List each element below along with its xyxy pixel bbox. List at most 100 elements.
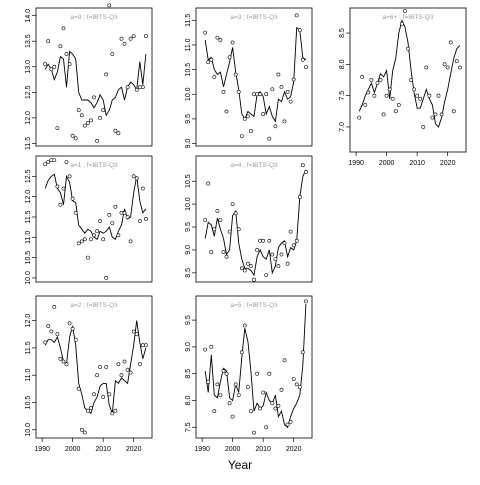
- y-tick-label: 12.0: [25, 190, 32, 204]
- observed-point: [297, 385, 302, 390]
- panel-frame: [195, 7, 313, 147]
- observed-point: [92, 392, 96, 397]
- observed-point: [261, 112, 266, 116]
- observed-point: [137, 362, 142, 367]
- y-tick-label: 14.0: [25, 9, 32, 23]
- observed-point: [245, 114, 250, 119]
- observed-point: [55, 126, 60, 131]
- observed-point: [300, 350, 305, 355]
- observed-point: [110, 221, 115, 226]
- observed-point: [276, 72, 281, 77]
- panel-frame: [35, 295, 153, 439]
- observed-point: [122, 210, 127, 215]
- observed-point: [393, 109, 398, 114]
- observed-point: [107, 392, 112, 397]
- observed-point: [242, 268, 247, 273]
- y-tick-label: 9.5: [185, 315, 192, 325]
- observed-point: [239, 134, 244, 139]
- observed-point: [70, 133, 75, 138]
- observed-point: [282, 119, 287, 124]
- observed-point: [221, 250, 226, 255]
- observed-point: [282, 241, 287, 246]
- observed-point: [143, 343, 148, 348]
- observed-point: [267, 238, 272, 243]
- observed-point: [101, 395, 106, 399]
- y-tick-label: 10.0: [185, 87, 192, 101]
- observed-point: [58, 356, 63, 361]
- observed-point: [76, 386, 81, 391]
- observed-point: [86, 121, 90, 125]
- panel-title: a=2 ; f=IBTS-Q3: [70, 302, 118, 309]
- observed-point: [445, 65, 450, 70]
- observed-point: [82, 430, 87, 435]
- observed-point: [140, 85, 145, 90]
- observed-point: [113, 408, 118, 413]
- observed-point: [303, 65, 308, 70]
- observed-point: [52, 158, 57, 163]
- observed-point: [134, 176, 139, 181]
- observed-point: [409, 78, 414, 82]
- y-tick-label: 11.0: [25, 231, 32, 244]
- observed-point: [369, 78, 374, 82]
- y-tick-label: 11.0: [185, 38, 192, 51]
- observed-point: [70, 326, 75, 331]
- observed-point: [55, 332, 60, 337]
- panel-title: a=6+ ; f=IBTS-Q3: [382, 14, 434, 21]
- observed-point: [294, 238, 299, 243]
- observed-point: [248, 409, 253, 414]
- observed-point: [297, 28, 302, 33]
- y-tick-label: 7.0: [339, 122, 346, 132]
- observed-point: [46, 324, 51, 328]
- y-tick-label: 9.5: [185, 114, 192, 124]
- observed-point: [49, 329, 54, 334]
- observed-point: [252, 430, 256, 435]
- observed-point: [67, 321, 72, 326]
- y-tick-label: 9.0: [185, 342, 192, 352]
- observed-point: [245, 385, 250, 390]
- observed-point: [209, 344, 214, 349]
- y-tick-label: 8.5: [185, 268, 192, 278]
- observed-point: [73, 210, 78, 215]
- observed-point: [143, 34, 148, 39]
- x-tick-label: 2020: [286, 446, 302, 453]
- observed-point: [82, 237, 87, 242]
- observed-point: [248, 264, 253, 268]
- panel-title: a=5 ; f=IBTS-Q3: [230, 302, 278, 309]
- observed-point: [264, 273, 269, 278]
- observed-point: [285, 89, 290, 94]
- observed-point: [252, 92, 256, 97]
- observed-point: [46, 160, 51, 165]
- observed-point: [245, 261, 250, 266]
- observed-point: [300, 163, 305, 168]
- y-tick-label: 8.5: [339, 28, 346, 38]
- observed-point: [110, 411, 115, 416]
- observed-point: [224, 109, 229, 114]
- observed-point: [122, 359, 127, 364]
- panel-title: a=1 ; f=IBTS-Q3: [70, 162, 118, 169]
- observed-point: [58, 202, 63, 207]
- observed-point: [221, 89, 226, 94]
- observed-point: [107, 3, 112, 8]
- observed-point: [424, 65, 429, 70]
- panel-frame: [349, 7, 467, 153]
- observed-point: [242, 323, 247, 328]
- observed-point: [233, 211, 238, 216]
- fitted-line: [44, 50, 147, 117]
- observed-point: [396, 103, 401, 107]
- y-tick-label: 9.0: [185, 139, 192, 149]
- observed-point: [212, 227, 217, 232]
- observed-point: [264, 92, 269, 97]
- observed-point: [230, 202, 235, 207]
- observed-point: [442, 62, 447, 67]
- observed-point: [137, 219, 142, 223]
- observed-point: [227, 229, 232, 234]
- observed-point: [239, 266, 244, 271]
- y-tick-label: 10.0: [185, 197, 192, 211]
- y-tick-label: 10.5: [185, 63, 192, 77]
- observed-point: [98, 116, 103, 120]
- observed-point: [436, 93, 441, 98]
- observed-point: [270, 87, 275, 92]
- observed-point: [46, 39, 51, 44]
- observed-point: [430, 115, 435, 120]
- observed-point: [291, 243, 296, 248]
